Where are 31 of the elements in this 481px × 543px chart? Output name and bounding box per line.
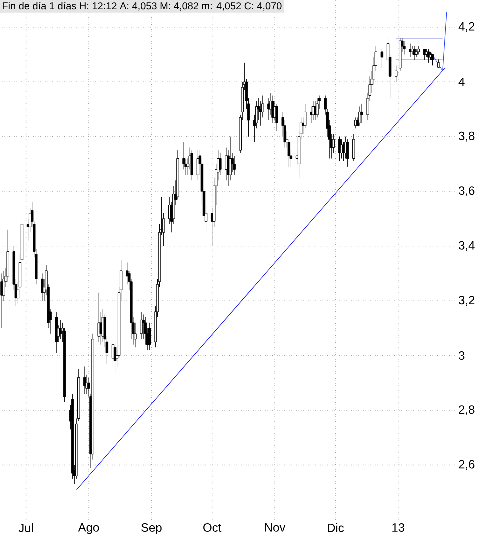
candlestick (346, 139, 350, 168)
y-tick-label: 3,4 (458, 241, 475, 252)
x-tick-label: Dic (328, 524, 344, 532)
y-tick-label: 4,2 (458, 22, 475, 32)
x-tick-label: Sep (142, 524, 162, 534)
candlestick (140, 312, 143, 340)
candlestick (360, 104, 364, 124)
x-tick-label: Oct (204, 524, 222, 532)
candlestick (352, 134, 356, 162)
x-tick-label: 13 (392, 524, 405, 532)
candlestick (394, 65, 398, 82)
y-tick-label: 2,6 (459, 460, 475, 470)
candlestick (276, 104, 278, 132)
candlestick (431, 54, 434, 66)
x-tick-label: Nov (265, 524, 286, 532)
candlestick (233, 156, 236, 176)
x-tick-label: Ago (78, 524, 100, 534)
candlestick (380, 49, 384, 69)
candlestick (190, 150, 194, 181)
chart-title: Fin de día 1 días H: 12:12 A: 4,053 M: 4,082 m: 4,052 C: 4,070 (3, 2, 282, 11)
y-tick-label: 3,6 (458, 186, 475, 197)
candlestick (316, 98, 319, 118)
x-tick-label: Jul (18, 524, 34, 532)
y-tick-label: 3,2 (458, 296, 475, 306)
y-tick-label: 3 (458, 352, 465, 360)
y-tick-label: 4 (458, 78, 465, 86)
candlestick (41, 273, 44, 302)
candlestick (148, 322, 152, 351)
candlestick (84, 366, 86, 394)
y-tick-label: 2,8 (459, 406, 475, 416)
y-tick-label: 3,8 (458, 132, 475, 142)
